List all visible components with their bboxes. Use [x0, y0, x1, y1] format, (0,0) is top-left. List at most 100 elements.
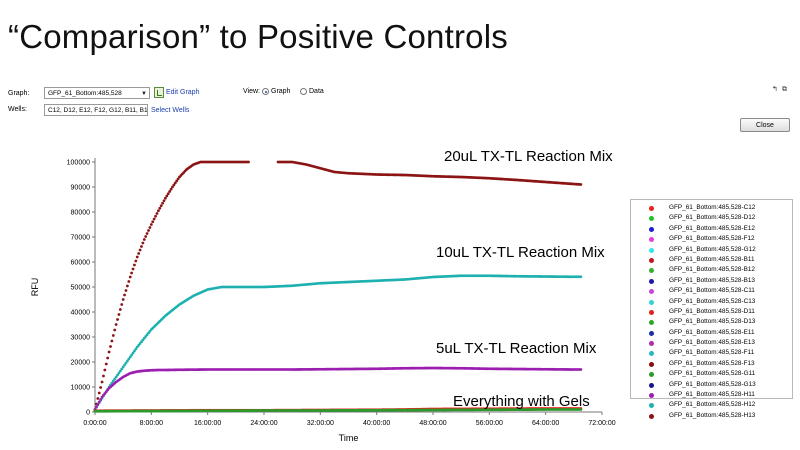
- legend-label: GFP_61_Bottom:485,528-F13: [669, 359, 755, 367]
- data-point: [100, 380, 104, 384]
- view-data-radio[interactable]: [300, 88, 307, 95]
- data-point: [149, 223, 153, 226]
- view-data-label: Data: [309, 88, 324, 95]
- data-point: [127, 280, 131, 283]
- data-point: [171, 185, 174, 189]
- legend-label: GFP_61_Bottom:485,528-C13: [669, 297, 756, 305]
- y-tick-label: 70000: [71, 235, 91, 242]
- data-point: [106, 356, 110, 360]
- data-point: [124, 289, 128, 292]
- legend-marker: [649, 393, 654, 399]
- data-point: [151, 220, 155, 224]
- data-point: [116, 318, 119, 321]
- data-point: [118, 308, 122, 311]
- y-tick-label: 30000: [71, 335, 91, 342]
- data-point: [138, 248, 142, 252]
- data-point: [123, 363, 126, 367]
- legend-item: GFP_61_Bottom:485,528-B11: [631, 255, 792, 265]
- restore-window-icon[interactable]: ⧉: [782, 86, 787, 93]
- legend-item: GFP_61_Bottom:485,528-G11: [631, 369, 792, 379]
- legend-item: GFP_61_Bottom:485,528-E11: [631, 328, 792, 338]
- data-point: [121, 365, 125, 369]
- legend-item: GFP_61_Bottom:485,528-G12: [631, 245, 792, 255]
- legend-item: GFP_61_Bottom:485,528-C12: [631, 203, 792, 213]
- data-point: [110, 339, 114, 343]
- legend-item: GFP_61_Bottom:485,528-C13: [631, 297, 792, 307]
- data-point: [127, 357, 131, 361]
- data-point: [103, 368, 107, 372]
- data-series: [93, 408, 583, 413]
- data-point: [117, 371, 121, 375]
- legend-item: GFP_61_Bottom:485,528-H11: [631, 390, 792, 400]
- view-graph-radio[interactable]: [262, 88, 269, 95]
- chart-series: [93, 160, 583, 413]
- chart-legend: GFP_61_Bottom:485,528-C12 GFP_61_Bottom:4…: [630, 199, 793, 419]
- legend-marker: [649, 216, 654, 222]
- select-wells-link[interactable]: Select Wells: [151, 107, 190, 114]
- data-point: [113, 377, 117, 381]
- data-point: [156, 209, 160, 213]
- y-axis-label: RFU: [30, 278, 40, 297]
- data-point: [118, 369, 122, 373]
- chart-axes: 0 10000 20000 30000 40000 50000 60000 70000 8000…: [30, 158, 616, 443]
- edit-graph-link[interactable]: Edit Graph: [166, 89, 200, 96]
- y-tick-label: 80000: [71, 210, 91, 217]
- legend-marker: [649, 341, 654, 347]
- legend-marker: [649, 278, 654, 284]
- legend-label: GFP_61_Bottom:485,528-F11: [669, 349, 755, 357]
- edit-graph-icon[interactable]: [154, 87, 164, 98]
- close-button[interactable]: Close: [740, 118, 790, 132]
- annotation-10ul: 10uL TX-TL Reaction Mix: [436, 244, 605, 261]
- data-point: [137, 252, 141, 255]
- data-point: [155, 212, 159, 215]
- y-tick-label: 0: [86, 410, 90, 417]
- legend-marker: [649, 268, 654, 274]
- legend-marker: [649, 351, 654, 357]
- data-point: [99, 398, 103, 401]
- legend-label: GFP_61_Bottom:485,528-C11: [669, 287, 755, 295]
- data-point: [154, 214, 157, 218]
- legend-item: GFP_61_Bottom:485,528-B12: [631, 265, 792, 275]
- data-point: [162, 199, 166, 203]
- legend-label: GFP_61_Bottom:485,528-D13: [669, 318, 756, 326]
- chevron-down-icon: ▼: [141, 91, 147, 97]
- data-point: [579, 368, 583, 371]
- slide-title: “Comparison” to Positive Controls: [8, 18, 508, 55]
- data-point: [123, 293, 126, 297]
- data-point: [130, 353, 134, 357]
- wells-label: Wells:: [8, 106, 27, 113]
- legend-item: GFP_61_Bottom:485,528-H12: [631, 400, 792, 410]
- data-point: [161, 201, 165, 205]
- y-tick-label: 100000: [67, 160, 90, 167]
- data-point: [120, 303, 124, 306]
- data-point: [124, 361, 128, 365]
- graph-select-value: GFP_61_Bottom:485,528: [48, 90, 122, 97]
- legend-marker: [649, 237, 654, 243]
- legend-item: GFP_61_Bottom:485,528-F12: [631, 234, 792, 244]
- data-point: [142, 238, 146, 241]
- x-tick-label: 0:00:00: [83, 420, 106, 427]
- legend-item: GFP_61_Bottom:485,528-D12: [631, 213, 792, 223]
- data-point: [135, 255, 139, 259]
- data-point: [107, 350, 111, 354]
- data-point: [121, 298, 125, 301]
- legend-label: GFP_61_Bottom:485,528-G13: [669, 380, 756, 388]
- legend-marker: [649, 309, 654, 315]
- data-point: [168, 190, 172, 193]
- legend-item: GFP_61_Bottom:485,528-H13: [631, 411, 792, 421]
- legend-marker: [649, 206, 654, 211]
- data-point: [128, 355, 132, 359]
- data-point: [140, 245, 143, 248]
- data-point: [148, 226, 152, 229]
- legend-label: GFP_61_Bottom:485,528-F12: [669, 235, 755, 243]
- graph-select[interactable]: GFP_61_Bottom:485,528 ▼: [44, 87, 150, 99]
- wells-field[interactable]: C12, D12, E12, F12, G12, B11, B12,: [44, 104, 148, 116]
- legend-item: GFP_61_Bottom:485,528-B13: [631, 276, 792, 286]
- data-point: [131, 351, 135, 355]
- data-point: [164, 196, 167, 200]
- legend-marker: [649, 289, 654, 295]
- data-point: [134, 347, 138, 351]
- view-label: View:: [243, 88, 260, 95]
- pin-icon[interactable]: ↰: [772, 86, 778, 93]
- data-point: [113, 328, 117, 332]
